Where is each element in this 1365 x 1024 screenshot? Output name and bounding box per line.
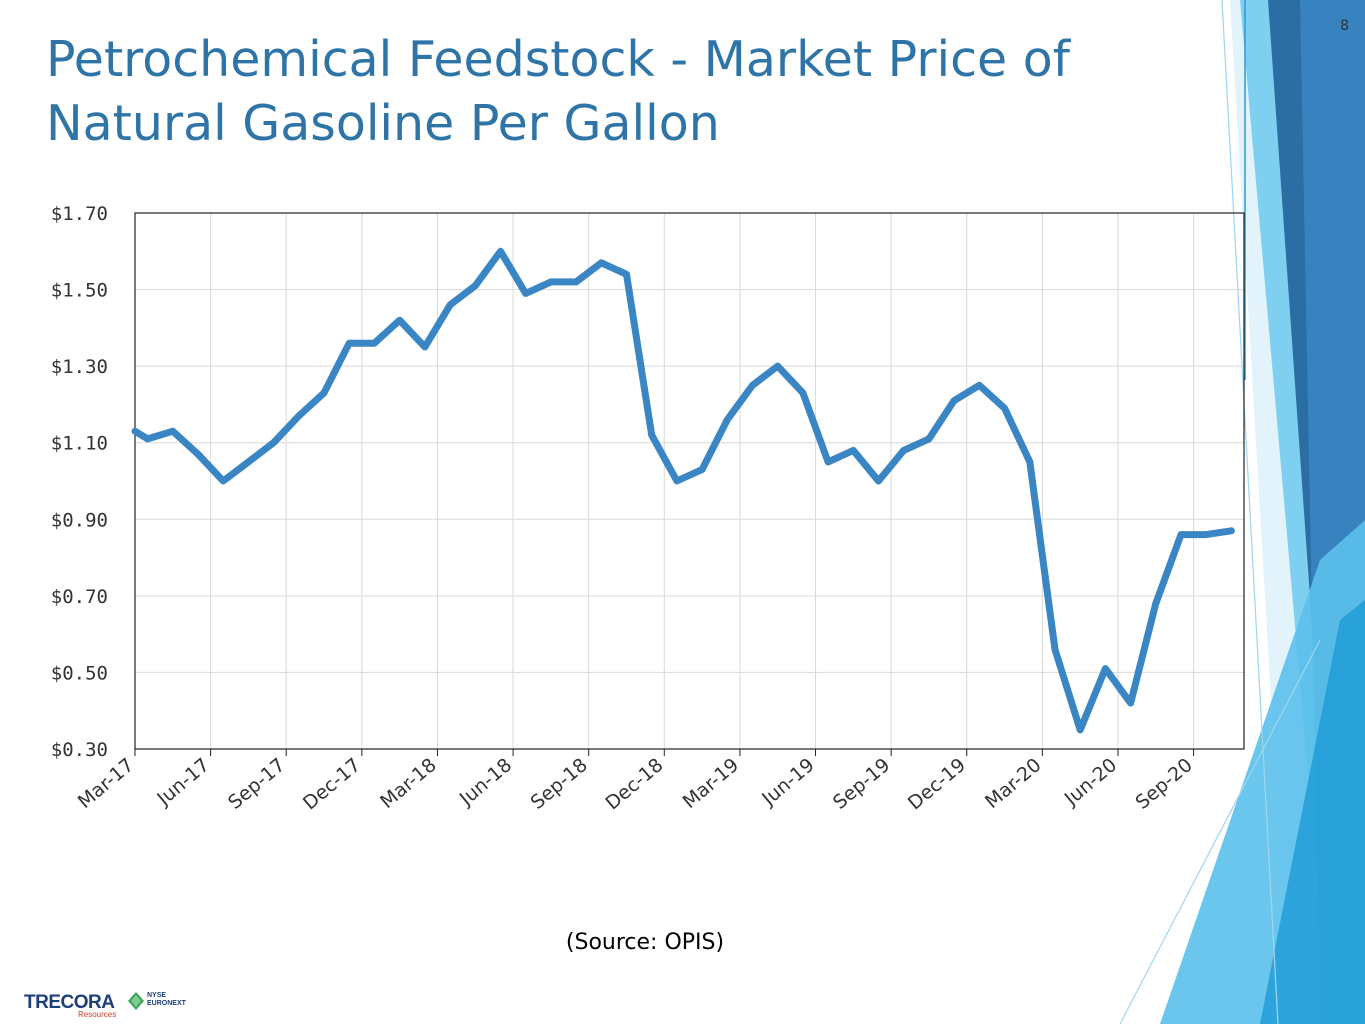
data-point [978,384,980,386]
data-point [676,480,678,482]
data-point [172,430,174,432]
x-tick-label: Jun-18 [455,754,516,811]
x-tick-label: Dec-19 [904,754,970,814]
x-tick-label: Mar-19 [679,754,743,813]
data-point [878,480,880,482]
data-point [852,449,854,451]
data-point [222,480,224,482]
data-point [777,365,779,367]
y-tick-label: $0.70 [51,586,108,608]
data-point [827,461,829,463]
ribbon-thin-line-1 [1221,0,1279,1024]
x-axis-tick-labels: Mar-17 Jun-17 Sep-17 Dec-17 Mar-18 Jun-18 Sep-… [74,754,1197,814]
logo-trecora-text: TRECORA [24,992,115,1013]
series-layer [131,247,1235,734]
logo-exchange-line1: NYSE [147,992,167,999]
data-point [1004,407,1006,409]
data-point [499,250,501,252]
x-tick-label: Sep-20 [1131,754,1196,814]
data-point [1205,534,1207,536]
data-point [903,449,905,451]
data-point [134,430,136,432]
data-point [424,346,426,348]
y-tick-label: $0.50 [51,662,108,684]
logo-exchange-text: NYSE EURONEXT [147,992,186,1008]
data-point [323,392,325,394]
x-tick-label: Mar-20 [981,754,1045,813]
data-point [701,469,703,471]
series-line-natural-gasoline [131,247,1235,734]
x-tick-label: Jun-19 [757,754,818,811]
page-number: 8 [1340,18,1349,34]
data-point [1079,729,1081,731]
data-point [550,281,552,283]
data-point [525,292,527,294]
data-point [474,285,476,287]
logo-exchange-line2: EURONEXT [147,1000,186,1007]
x-tick-label: Mar-18 [376,754,440,813]
chart-gridlines [134,212,1244,756]
data-point [953,400,955,402]
data-point [928,438,930,440]
data-point [273,442,275,444]
data-point [575,281,577,283]
data-point [1029,461,1031,463]
y-tick-label: $1.10 [51,433,108,455]
nyse-leaf-icon [128,992,144,1010]
data-point [197,453,199,455]
source-note: (Source: OPIS) [565,930,725,955]
data-point [726,419,728,421]
ribbon-thin-line-3 [1119,639,1321,1024]
data-point [348,342,350,344]
data-point [147,438,149,440]
data-point [1130,702,1132,704]
x-tick-label: Dec-17 [299,754,365,814]
slide-title: Petrochemical Feedstock - Market Price o… [46,31,1070,152]
x-tick-label: Sep-18 [527,754,592,814]
x-tick-label: Sep-17 [224,754,289,814]
x-tick-label: Jun-20 [1060,754,1121,811]
data-point [752,384,754,386]
data-point [449,304,451,306]
y-tick-label: $0.30 [51,739,108,761]
data-point [625,273,627,275]
price-line-chart: $1.70 $1.50 $1.30 $1.10 $0.90 $0.70 $0.50 $0.30… [51,203,1245,814]
data-point [1230,530,1232,532]
ribbon-bottom-deep [1260,600,1365,1024]
x-tick-label: Dec-18 [601,754,667,814]
data-point [1054,648,1056,650]
data-point [651,434,653,436]
data-point [600,262,602,264]
y-tick-label: $1.70 [51,203,108,225]
data-point [399,319,401,321]
logo-resources-text: Resources [78,1010,117,1019]
x-tick-label: Sep-19 [829,754,894,814]
data-point [802,392,804,394]
data-point [247,461,249,463]
data-point [298,415,300,417]
data-point [1180,534,1182,536]
data-point [1104,668,1106,670]
y-tick-label: $1.30 [51,356,108,378]
y-tick-label: $0.90 [51,509,108,531]
x-tick-label: Mar-17 [74,754,138,813]
data-point [373,342,375,344]
data-point [1155,603,1157,605]
y-tick-label: $1.50 [51,280,108,302]
y-axis-tick-labels: $1.70 $1.50 $1.30 $1.10 $0.90 $0.70 $0.50 $0.30 [51,203,108,761]
plot-area-frame [134,212,1245,750]
x-tick-label: Jun-17 [152,754,213,811]
